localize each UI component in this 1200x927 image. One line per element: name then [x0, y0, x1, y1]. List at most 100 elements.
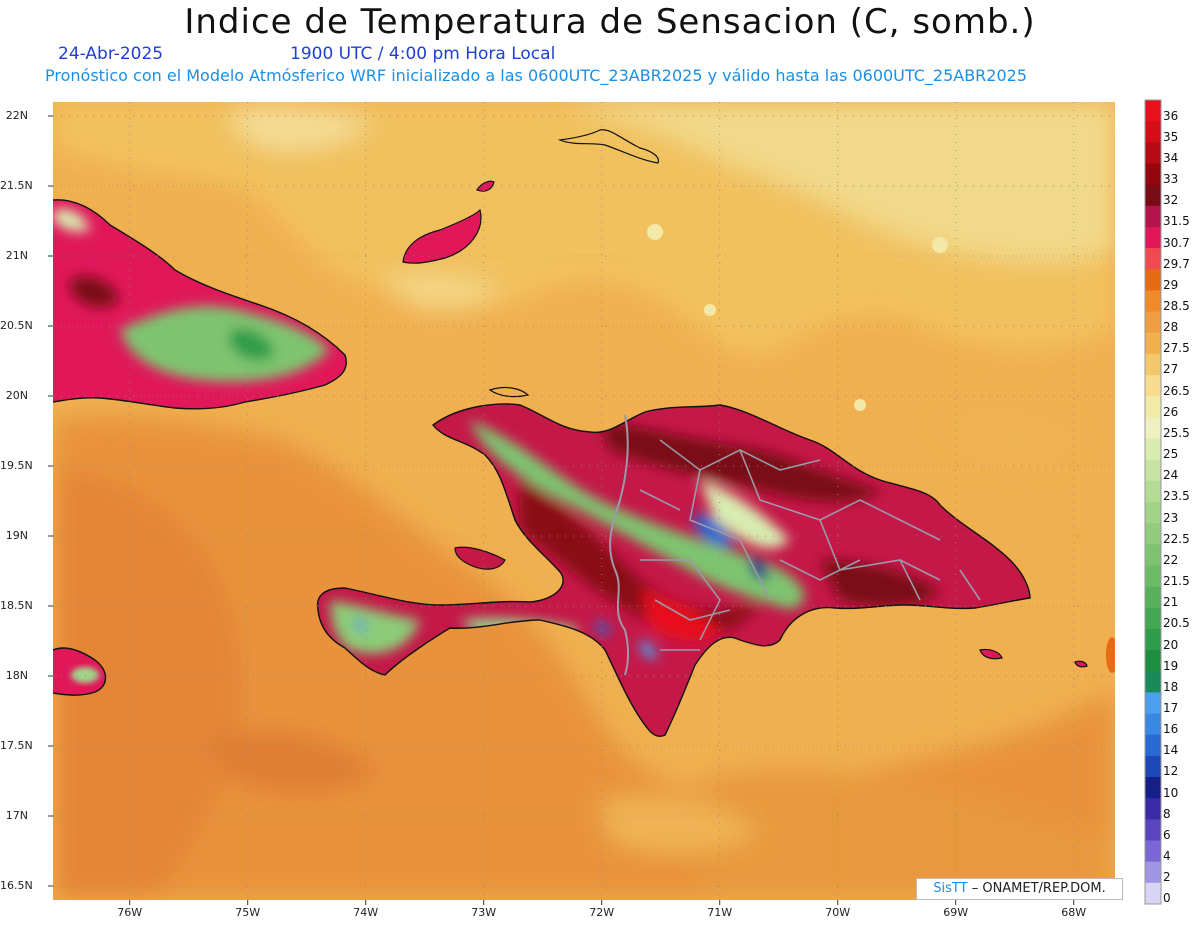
- lat-label: 22N: [5, 109, 28, 122]
- ocean-dark-west: [53, 470, 241, 900]
- colorbar-swatch: [1145, 798, 1161, 820]
- colorbar-swatch: [1145, 650, 1161, 672]
- colorbar-swatch: [1145, 713, 1161, 736]
- ocean-light-patch-south: [600, 796, 760, 854]
- colorbar-label: 19: [1163, 658, 1179, 673]
- colorbar-label: 21: [1163, 595, 1179, 610]
- colorbar-label: 14: [1163, 743, 1179, 758]
- lon-label: 74W: [353, 906, 379, 919]
- ocean-pale-patch-1: [230, 108, 370, 150]
- mona-island: [1074, 660, 1088, 668]
- hisp-dark-north: [600, 420, 880, 502]
- colorbar-label: 32: [1163, 193, 1179, 208]
- lat-label: 17.5N: [0, 739, 33, 752]
- colorbar-swatch: [1145, 311, 1161, 334]
- colorbar-swatch: [1145, 734, 1161, 757]
- lon-label: 70W: [825, 906, 851, 919]
- colorbar-label: 16: [1163, 722, 1179, 737]
- colorbar-swatch: [1145, 375, 1161, 397]
- lon-label: 75W: [235, 906, 261, 919]
- graticule: [53, 102, 1115, 900]
- cuba-pale: [53, 208, 90, 232]
- axis-ticks: [48, 115, 1075, 905]
- colorbar-swatch: [1145, 290, 1161, 313]
- colorbar-swatch: [1145, 861, 1161, 884]
- colorbar-label: 27: [1163, 362, 1179, 377]
- colorbar-label: 10: [1163, 785, 1179, 800]
- credit-brand: SisTT: [933, 881, 968, 896]
- forecast-description: Pronóstico con el Modelo Atmósferico WRF…: [45, 66, 1028, 85]
- cuba-dark-red: [70, 276, 120, 308]
- saona-island: [979, 648, 1003, 660]
- ocean-pale-north: [560, 102, 1115, 262]
- colorbar-label: 23.5: [1163, 489, 1190, 504]
- colorbar-label: 2: [1163, 870, 1171, 885]
- colorbar-swatch: [1145, 121, 1161, 143]
- colorbar-swatch: [1145, 565, 1161, 588]
- colorbar-swatch: [1145, 332, 1161, 355]
- colorbar-swatch: [1145, 628, 1161, 651]
- lon-label: 71W: [707, 906, 733, 919]
- colorbar-swatch: [1145, 459, 1161, 482]
- lat-label: 19N: [5, 529, 28, 542]
- colorbar-label: 18: [1163, 679, 1179, 694]
- colorbar-label: 25: [1163, 447, 1179, 462]
- colorbar-label: 20: [1163, 637, 1179, 652]
- colorbar-swatch: [1145, 882, 1161, 905]
- lat-label: 17N: [5, 809, 28, 822]
- colorbar-label: 17: [1163, 701, 1179, 715]
- hisp-dark-central: [520, 480, 760, 634]
- colorbar-swatch: [1145, 396, 1161, 418]
- colorbar-swatch: [1145, 163, 1161, 186]
- ocean-pale-patch-2: [380, 274, 500, 310]
- forecast-time: 1900 UTC / 4:00 pm Hora Local: [290, 44, 556, 64]
- jamaica-green: [71, 667, 99, 683]
- colorbar-swatch: [1145, 671, 1161, 693]
- colorbar-label: 26: [1163, 404, 1179, 419]
- hispaniola-coastline: [316, 403, 1031, 737]
- forecast-date: 24-Abr-2025: [58, 44, 164, 64]
- colorbar-label: 22: [1163, 552, 1179, 567]
- colorbar-label: 21.5: [1163, 574, 1190, 589]
- hisp-green-cordillera: [470, 420, 805, 610]
- pale-blob-3: [932, 237, 948, 253]
- province-lines-1: [640, 439, 941, 641]
- colorbar-label: 26.5: [1163, 383, 1190, 398]
- jamaica-coastline: [53, 647, 107, 696]
- lat-label: 20N: [5, 389, 28, 402]
- colorbar-frame: [1144, 99, 1162, 905]
- colorbar-swatch: [1145, 438, 1161, 461]
- colorbar-label: 24: [1163, 468, 1179, 483]
- colorbar-swatch: [1145, 269, 1161, 291]
- lat-label: 21N: [5, 249, 28, 262]
- hisp-blue-cool-2: [749, 555, 769, 581]
- colorbar-swatch: [1145, 777, 1161, 799]
- province-lines-2: [639, 489, 981, 651]
- colorbar-label: 29.7: [1163, 256, 1190, 271]
- credit-text: – ONAMET/REP.DOM.: [971, 881, 1106, 896]
- colorbar-label: 28: [1163, 320, 1179, 335]
- pale-blob-2: [704, 304, 716, 316]
- colorbar-swatch: [1145, 205, 1161, 228]
- colorbar-swatch: [1145, 353, 1161, 376]
- hisp-yellow-patches: [700, 480, 790, 549]
- lon-label: 76W: [117, 906, 143, 919]
- colorbar-label: 33: [1163, 172, 1179, 187]
- lat-label: 16.5N: [0, 879, 33, 892]
- turks-caicos: [557, 129, 660, 164]
- lon-label: 72W: [589, 906, 615, 919]
- lat-label: 18.5N: [0, 599, 33, 612]
- colorbar-swatch: [1145, 226, 1161, 249]
- colorbar-swatch: [1145, 607, 1161, 630]
- colorbar-label: 4: [1163, 849, 1171, 864]
- lat-label: 19.5N: [0, 459, 33, 472]
- cuba-green-dark: [230, 328, 275, 361]
- page-title: Indice de Temperatura de Sensacion (C, s…: [184, 2, 1036, 42]
- colorbar-label: 25.5: [1163, 425, 1190, 440]
- colorbar-swatch: [1145, 523, 1161, 545]
- gonave-island: [454, 546, 506, 570]
- colorbar-swatch: [1145, 480, 1161, 503]
- colorbar-swatch: [1145, 184, 1161, 207]
- hisp-green-west: [330, 600, 420, 654]
